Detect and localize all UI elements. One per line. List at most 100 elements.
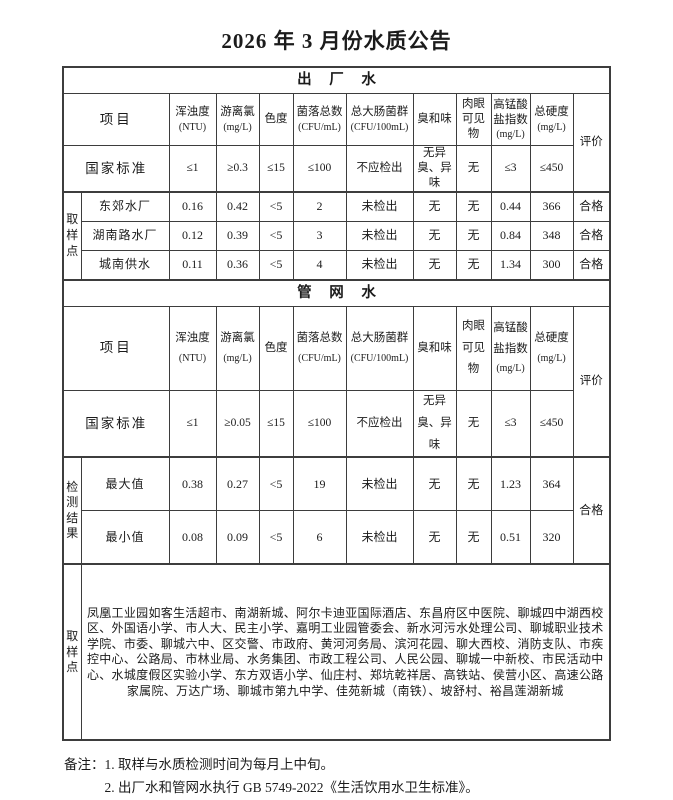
standard-colony: ≤100 bbox=[292, 389, 347, 458]
col-unit: (CFU/100mL) bbox=[350, 121, 409, 133]
cell-turbidity: 0.38 bbox=[168, 456, 217, 512]
col-label: 总硬度 bbox=[534, 332, 569, 345]
page-title: 2026 年 3 月份水质公告 bbox=[221, 29, 452, 53]
col-turbidity: 浑浊度 (NTU) bbox=[168, 305, 217, 391]
col-label: 总硬度 bbox=[534, 106, 569, 119]
cell-evaluation: 合格 bbox=[572, 220, 611, 251]
col-label: 高锰酸盐指数 bbox=[493, 98, 528, 126]
factory-section-row: 出 厂 水 bbox=[62, 66, 611, 94]
network-section-title: 管 网 水 bbox=[62, 278, 611, 307]
cell-chroma: <5 bbox=[258, 249, 294, 281]
standard-coliform: 不应检出 bbox=[345, 389, 414, 458]
factory-standard-row: 国家标准 ≤1 ≥0.3 ≤15 ≤100 不应检出 无异臭、异味 无 ≤3 ≤… bbox=[62, 144, 610, 193]
row-dongjiao-plant: 取样点 东郊水厂 0.16 0.42 <5 2 未检出 无 无 0.44 366… bbox=[62, 190, 611, 281]
cell-turbidity: 0.11 bbox=[168, 249, 217, 281]
cell-hardness: 348 bbox=[529, 220, 574, 251]
standard-odor: 无异臭、异味 bbox=[412, 389, 457, 458]
cell-visible: 无 bbox=[455, 510, 492, 565]
standard-odor: 无异臭、异味 bbox=[412, 144, 457, 193]
cell-coliform: 未检出 bbox=[345, 249, 414, 281]
col-label: 臭和味 bbox=[417, 113, 452, 126]
cell-name: 城南供水 bbox=[80, 249, 170, 281]
standard-colony: ≤100 bbox=[292, 144, 347, 193]
notes-items: 1. 取样与水质检测时间为每月上中旬。 2. 出厂水和管网水执行 GB 5749… bbox=[105, 754, 653, 800]
col-unit: (CFU/mL) bbox=[298, 352, 341, 364]
standard-coliform: 不应检出 bbox=[345, 144, 414, 193]
col-chroma: 色度 bbox=[258, 305, 294, 391]
cell-chlorine: 0.39 bbox=[215, 220, 260, 251]
cell-permanganate: 0.84 bbox=[490, 220, 531, 251]
col-label: 色度 bbox=[264, 113, 288, 126]
col-item: 项目 bbox=[62, 305, 170, 391]
cell-chlorine: 0.27 bbox=[215, 456, 260, 512]
cell-hardness: 300 bbox=[529, 249, 574, 281]
cell-evaluation: 合格 bbox=[572, 456, 611, 565]
cell-odor: 无 bbox=[412, 510, 457, 565]
network-standard-row: 国家标准 ≤1 ≥0.05 ≤15 ≤100 不应检出 无异臭、异味 无 ≤3 … bbox=[62, 389, 610, 458]
standard-hardness: ≤450 bbox=[529, 144, 574, 193]
cell-chlorine: 0.42 bbox=[215, 190, 260, 222]
standard-turbidity: ≤1 bbox=[168, 144, 217, 193]
col-hardness: 总硬度 (mg/L) bbox=[529, 305, 574, 391]
notes-label: 备注： bbox=[64, 757, 105, 773]
standard-label: 国家标准 bbox=[62, 144, 170, 193]
col-unit: (mg/L) bbox=[223, 121, 252, 133]
col-colony: 菌落总数 (CFU/mL) bbox=[292, 93, 347, 146]
col-visible: 肉眼可见物 bbox=[455, 93, 492, 146]
cell-hardness: 364 bbox=[529, 456, 574, 512]
row-hunanlu-plant: 湖南路水厂 0.12 0.39 <5 3 未检出 无 无 0.84 348 合格 bbox=[63, 220, 611, 251]
col-visible: 肉眼可见物 bbox=[455, 305, 492, 391]
cell-coliform: 未检出 bbox=[345, 190, 414, 222]
cell-permanganate: 1.34 bbox=[490, 249, 531, 281]
factory-header-row: 项目 浑浊度 (NTU) 游离氯 (mg/L) 色度 菌落总数 (CFU/mL) 总大… bbox=[62, 92, 611, 193]
col-unit: (CFU/100mL) bbox=[350, 352, 409, 364]
col-label: 色度 bbox=[264, 341, 288, 354]
group-label-sampling-points: 取样点 bbox=[62, 190, 82, 281]
col-colony: 菌落总数 (CFU/mL) bbox=[292, 305, 347, 391]
col-unit: (mg/L) bbox=[537, 352, 566, 364]
notes-block: 备注： 1. 取样与水质检测时间为每月上中旬。 2. 出厂水和管网水执行 GB … bbox=[64, 754, 652, 800]
group-label-sampling-points: 取样点 bbox=[62, 563, 82, 741]
col-label: 浑浊度 bbox=[175, 332, 210, 345]
col-odor: 臭和味 bbox=[412, 93, 457, 146]
cell-colony: 2 bbox=[292, 190, 347, 222]
col-odor: 臭和味 bbox=[412, 305, 457, 391]
standard-chroma: ≤15 bbox=[258, 389, 294, 458]
col-permanganate: 高锰酸盐指数 (mg/L) bbox=[490, 305, 531, 391]
col-label: 总大肠菌群 bbox=[350, 106, 409, 119]
sampling-points-text: 凤凰工业园如客生活超市、南湖新城、阿尔卡迪亚国际酒店、东昌府区中医院、聊城四中湖… bbox=[80, 563, 611, 741]
standard-turbidity: ≤1 bbox=[168, 389, 217, 458]
cell-permanganate: 0.51 bbox=[490, 510, 531, 565]
col-label: 菌落总数 bbox=[296, 332, 343, 345]
col-chroma: 色度 bbox=[258, 93, 294, 146]
col-unit: (CFU/mL) bbox=[298, 121, 341, 133]
network-header-row: 项目 浑浊度 (NTU) 游离氯 (mg/L) 色度 菌落总数 (CFU/mL) 总大… bbox=[62, 305, 611, 458]
cell-name: 最小值 bbox=[80, 510, 170, 565]
col-unit: (mg/L) bbox=[496, 363, 525, 375]
col-unit: (NTU) bbox=[178, 352, 207, 364]
sampling-points-row: 取样点 凤凰工业园如客生活超市、南湖新城、阿尔卡迪亚国际酒店、东昌府区中医院、聊… bbox=[62, 563, 611, 741]
cell-name: 最大值 bbox=[80, 456, 170, 512]
standard-permanganate: ≤3 bbox=[490, 389, 531, 458]
cell-odor: 无 bbox=[412, 249, 457, 281]
cell-colony: 19 bbox=[292, 456, 347, 512]
col-evaluation: 评价 bbox=[572, 305, 611, 458]
cell-hardness: 320 bbox=[529, 510, 574, 565]
cell-turbidity: 0.16 bbox=[168, 190, 217, 222]
col-label: 游离氯 bbox=[220, 332, 255, 345]
col-permanganate: 高锰酸盐指数 (mg/L) bbox=[490, 93, 531, 146]
cell-chroma: <5 bbox=[258, 220, 294, 251]
col-label: 游离氯 bbox=[220, 106, 255, 119]
col-unit: (mg/L) bbox=[537, 121, 566, 133]
cell-turbidity: 0.08 bbox=[168, 510, 217, 565]
col-unit: (mg/L) bbox=[496, 129, 525, 141]
cell-hardness: 366 bbox=[529, 190, 574, 222]
cell-chroma: <5 bbox=[258, 510, 294, 565]
cell-permanganate: 0.44 bbox=[490, 190, 531, 222]
note-item: 1. 取样与水质检测时间为每月上中旬。 bbox=[104, 757, 335, 773]
cell-visible: 无 bbox=[455, 249, 492, 281]
col-unit: (mg/L) bbox=[223, 352, 252, 364]
col-label: 肉眼可见物 bbox=[462, 98, 485, 140]
cell-odor: 无 bbox=[412, 456, 457, 512]
cell-name: 东郊水厂 bbox=[80, 190, 170, 222]
